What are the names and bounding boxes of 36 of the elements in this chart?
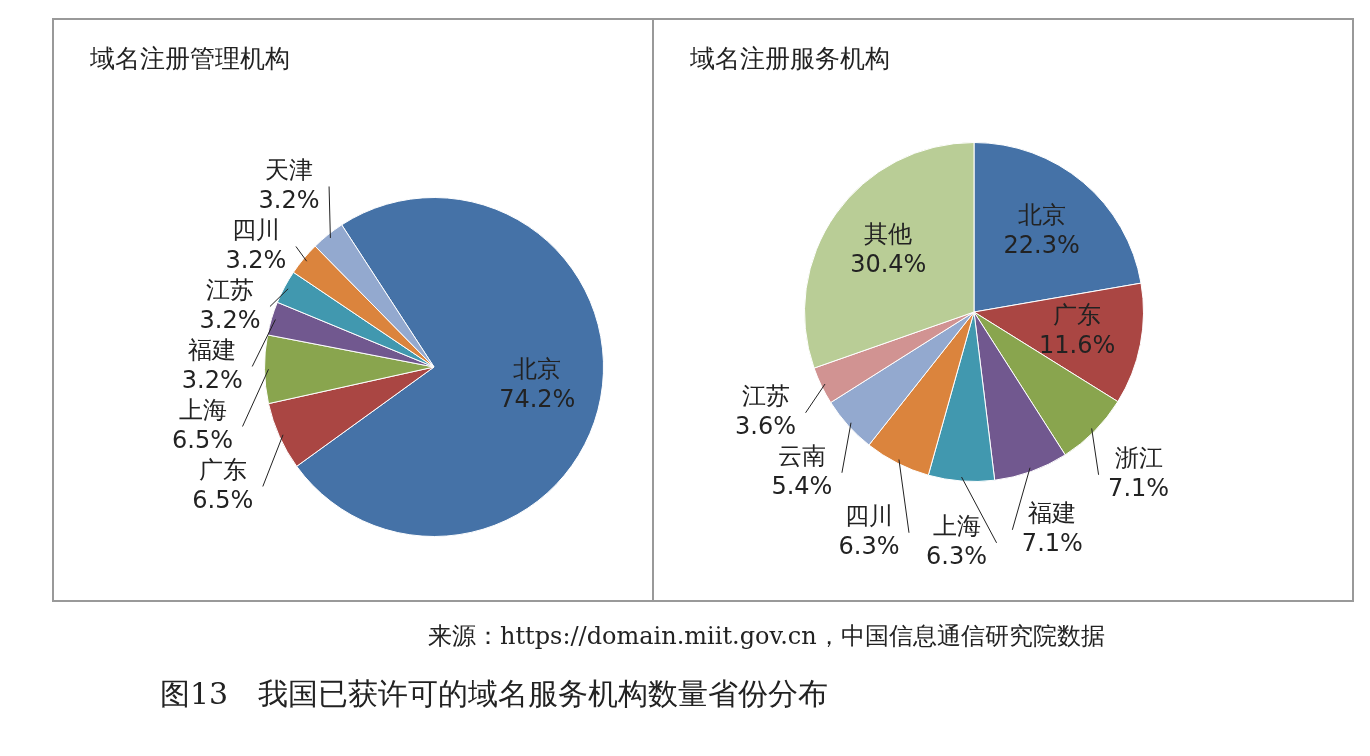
slice-label: 上海 <box>932 512 981 541</box>
slice-label: 福建 <box>188 335 237 364</box>
slice-label: 江苏 <box>741 382 790 411</box>
data-label: 6.3% <box>926 542 988 571</box>
data-label: 6.3% <box>838 532 900 561</box>
chart-title: 域名注册管理机构 <box>90 43 290 75</box>
slice-label: 福建 <box>1028 499 1077 528</box>
data-label: 3.2% <box>199 305 261 334</box>
data-label: 5.4% <box>771 472 833 501</box>
data-label: 7.1% <box>1108 474 1170 503</box>
slice-label: 天津 <box>265 155 314 184</box>
slice-label: 北京 <box>513 355 562 384</box>
data-label: 22.3% <box>1003 230 1080 259</box>
data-label: 3.2% <box>225 245 287 274</box>
data-label: 11.6% <box>1039 331 1116 360</box>
slice-label: 云南 <box>777 442 826 471</box>
data-label: 3.6% <box>735 412 797 441</box>
slice-label: 广东 <box>198 455 247 484</box>
caption: 图13 我国已获许可的域名服务机构数量省份分布 <box>160 675 830 713</box>
slice-label: 江苏 <box>205 275 254 304</box>
slice-label: 广东 <box>1053 301 1102 330</box>
data-label: 6.5% <box>172 425 234 454</box>
slice-label: 上海 <box>178 395 227 424</box>
data-label: 3.2% <box>181 365 243 394</box>
slice-label: 北京 <box>1017 200 1066 229</box>
data-label: 30.4% <box>850 250 927 279</box>
data-label: 7.1% <box>1021 529 1083 558</box>
slice-label: 浙江 <box>1114 444 1163 473</box>
data-label: 74.2% <box>499 385 576 414</box>
source-note: 来源：https://domain.miit.gov.cn，中国信息通信研究院数据 <box>428 621 1106 652</box>
slice-label: 其他 <box>864 220 913 249</box>
data-label: 6.5% <box>192 485 254 514</box>
chart-title: 域名注册服务机构 <box>690 43 890 75</box>
data-label: 3.2% <box>258 185 320 214</box>
slice-label: 四川 <box>845 502 893 531</box>
slice-label: 四川 <box>231 215 280 244</box>
